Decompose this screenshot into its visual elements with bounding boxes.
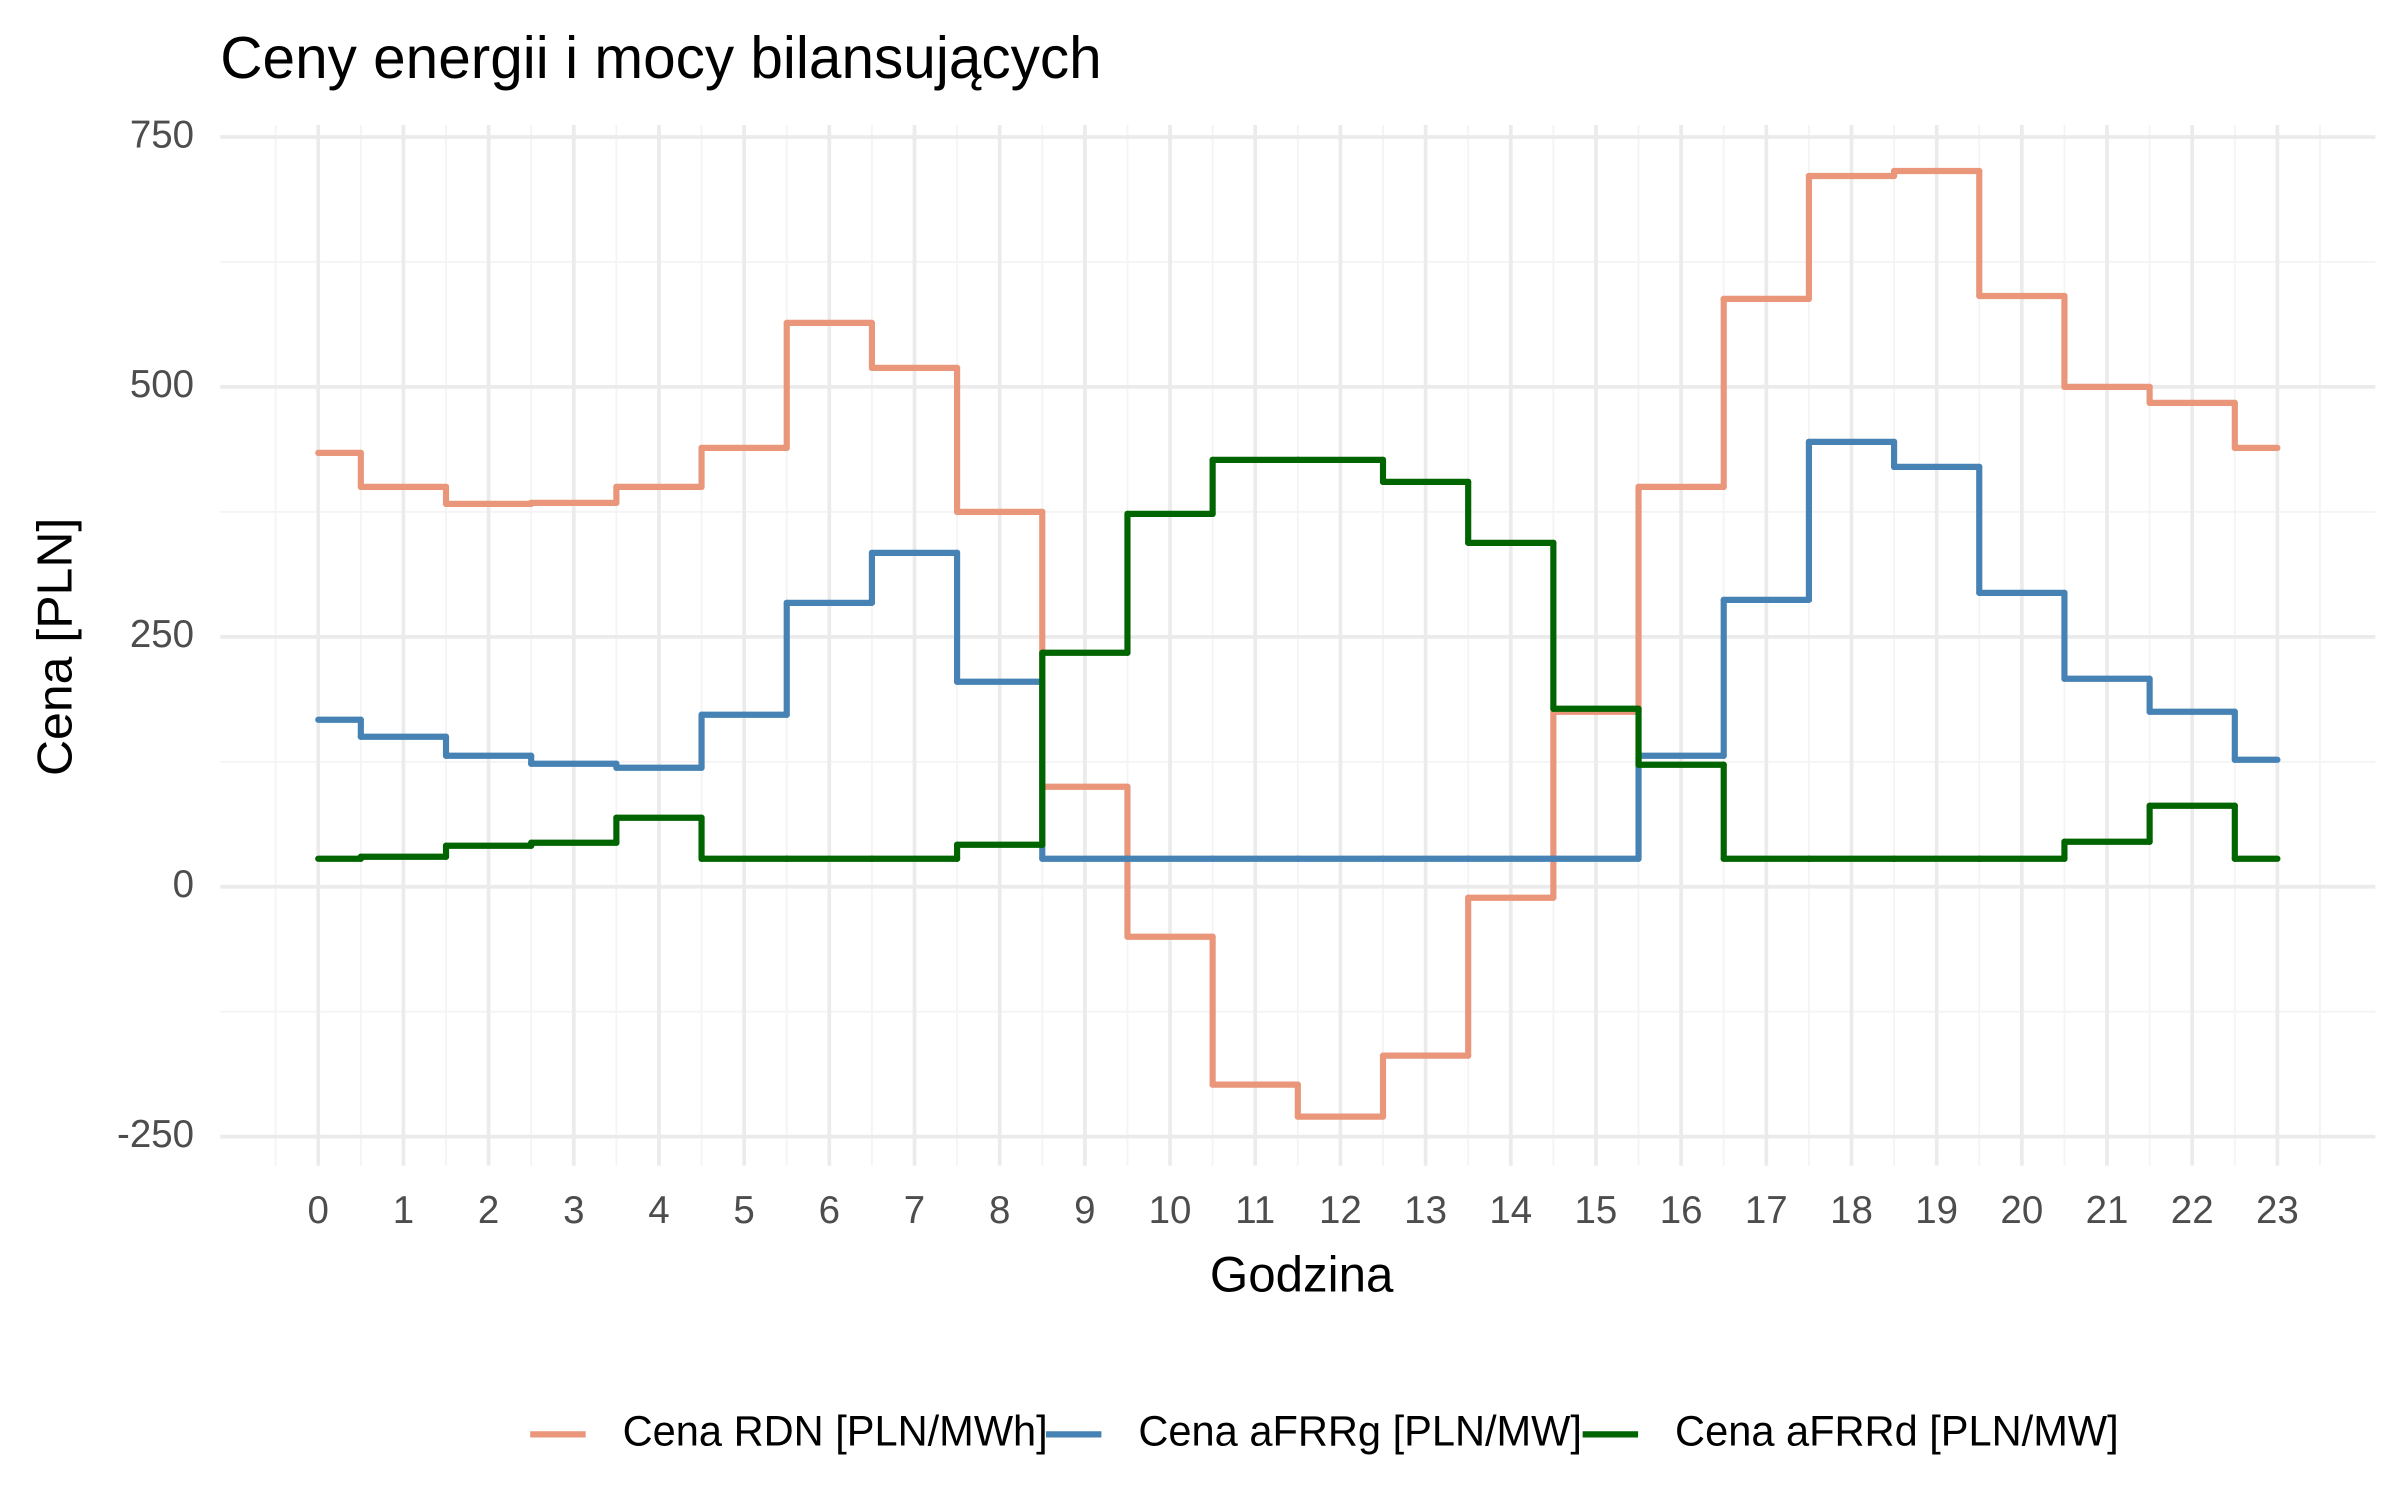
x-tick-label: 11: [1235, 1189, 1275, 1232]
plot-lines: [315, 167, 2281, 1120]
x-tick-label: 14: [1489, 1189, 1532, 1232]
x-tick-label: 7: [904, 1189, 925, 1232]
x-tick-label: 20: [2000, 1189, 2043, 1232]
x-tick-label: 0: [308, 1189, 329, 1232]
x-tick-label: 17: [1745, 1189, 1788, 1232]
chart-title: Ceny energii i mocy bilansujących: [220, 26, 1101, 91]
y-tick-label: 500: [130, 363, 194, 406]
x-tick-label: 19: [1915, 1189, 1958, 1232]
y-tick-label: -250: [117, 1113, 194, 1156]
x-tick-label: 10: [1149, 1189, 1192, 1232]
y-tick-label: 250: [130, 613, 194, 656]
x-tick-label: 18: [1830, 1189, 1873, 1232]
y-tick-label: 750: [130, 113, 194, 156]
x-tick-label: 15: [1575, 1189, 1618, 1232]
x-tick-label: 8: [989, 1189, 1010, 1232]
x-tick-label: 3: [563, 1189, 584, 1232]
x-tick-label: 1: [393, 1189, 414, 1232]
x-tick-label: 4: [648, 1189, 669, 1232]
legend-label: Cena aFRRg [PLN/MW]: [1138, 1407, 1582, 1454]
x-tick-label: 13: [1404, 1189, 1447, 1232]
legend-label: Cena aFRRd [PLN/MW]: [1675, 1407, 2119, 1454]
x-tick-label: 9: [1074, 1189, 1095, 1232]
legend: Cena RDN [PLN/MWh] Cena aFRRg [PLN/MW] Cen…: [530, 1407, 2119, 1455]
x-tick-label: 2: [478, 1189, 499, 1232]
x-tick-label: 6: [819, 1189, 840, 1232]
x-tick-label: 12: [1319, 1189, 1362, 1232]
legend-label: Cena RDN [PLN/MWh]: [623, 1407, 1048, 1454]
y-axis-label: Cena [PLN]: [27, 518, 83, 776]
x-axis-label: Godzina: [1210, 1246, 1394, 1302]
x-tick-label: 22: [2171, 1189, 2214, 1232]
x-tick-label: 21: [2086, 1189, 2129, 1232]
x-tick-label: 23: [2256, 1189, 2299, 1232]
y-tick-label: 0: [173, 863, 194, 906]
x-tick-label: 16: [1660, 1189, 1703, 1232]
x-tick-label: 5: [733, 1189, 754, 1232]
